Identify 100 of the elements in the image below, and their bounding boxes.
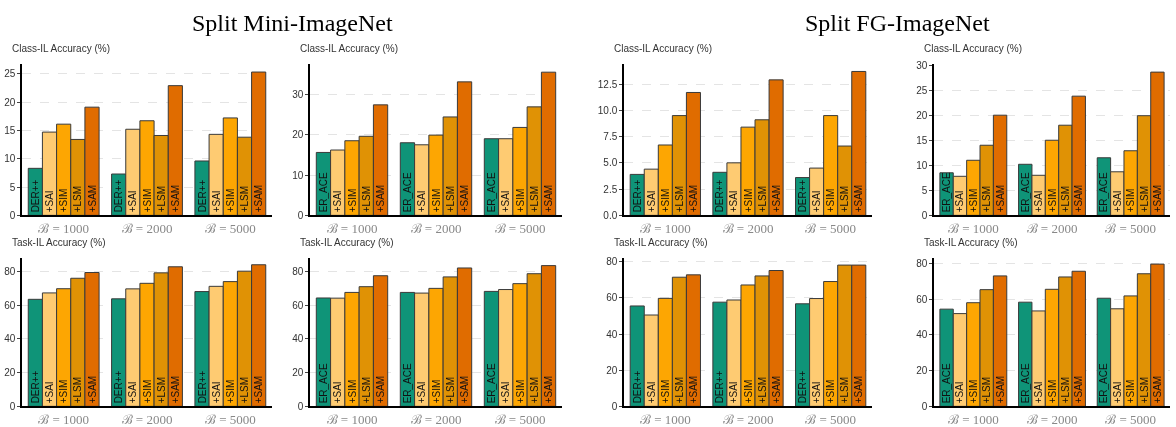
text: +SAM bbox=[459, 184, 471, 213]
series-label: +SAI bbox=[332, 381, 344, 404]
series-label: ER_ACE bbox=[941, 172, 953, 213]
series-label: DER++ bbox=[631, 179, 643, 213]
y-axis-title: Class-IL Accuracy (%) bbox=[924, 43, 1022, 54]
text: +SAI bbox=[500, 381, 512, 404]
text: +SAI bbox=[500, 190, 512, 213]
text: +SAM bbox=[687, 375, 699, 404]
y-tick-label: 20 bbox=[292, 129, 304, 141]
text: +LSM bbox=[981, 376, 993, 404]
y-tick-label: 60 bbox=[606, 292, 618, 304]
text: +SAI bbox=[954, 190, 966, 213]
text: +SAM bbox=[1073, 184, 1085, 213]
x-tick-label: ℬ = 2000 bbox=[410, 411, 462, 427]
series-label: +SAM bbox=[375, 184, 387, 213]
x-tick-label: ℬ = 1000 bbox=[38, 411, 90, 427]
series-label: +SAI bbox=[210, 190, 222, 213]
text: +SAI bbox=[416, 381, 428, 404]
text: +SIM bbox=[141, 379, 153, 404]
series-label: +LSM bbox=[673, 376, 685, 404]
series-label: DER++ bbox=[29, 370, 41, 404]
text: ER_ACE bbox=[1098, 172, 1110, 213]
y-axis-title: Task-IL Accuracy (%) bbox=[924, 237, 1018, 248]
text: +SAI bbox=[416, 190, 428, 213]
series-label: +LSM bbox=[155, 376, 167, 404]
y-tick-label: 2.5 bbox=[603, 183, 618, 195]
series-label: +SIM bbox=[224, 379, 236, 404]
x-tick-label: ℬ = 2000 bbox=[410, 220, 462, 236]
series-label: +SAI bbox=[210, 381, 222, 404]
y-tick-label: 40 bbox=[292, 333, 304, 345]
series-label: +LSM bbox=[360, 185, 372, 213]
y-tick-label: 0 bbox=[921, 400, 928, 412]
text: DER++ bbox=[714, 179, 726, 213]
y-tick-label: 5.0 bbox=[603, 157, 618, 169]
x-tick-label: ℬ = 1000 bbox=[639, 411, 691, 427]
series-label: +LSM bbox=[1059, 376, 1071, 404]
y-axis-title: Task-IL Accuracy (%) bbox=[614, 237, 708, 248]
y-axis-title: Class-IL Accuracy (%) bbox=[614, 43, 712, 54]
text: +SIM bbox=[742, 379, 754, 404]
text: +SIM bbox=[58, 379, 70, 404]
x-tick-label: ℬ = 5000 bbox=[494, 411, 546, 427]
x-tick-label: ℬ = 5000 bbox=[204, 411, 256, 427]
series-label: +SAM bbox=[770, 184, 782, 213]
text: +SIM bbox=[514, 188, 526, 213]
y-tick-label: 0 bbox=[297, 209, 304, 221]
y-tick-label: 0 bbox=[9, 400, 16, 412]
y-tick-label: 30 bbox=[916, 59, 928, 71]
text: ER_ACE bbox=[485, 363, 497, 404]
y-tick-label: 0 bbox=[611, 400, 618, 412]
series-label: +LSM bbox=[155, 185, 167, 213]
series-label: +SIM bbox=[1125, 188, 1137, 213]
text: +LSM bbox=[756, 376, 768, 404]
y-axis-title: Class-IL Accuracy (%) bbox=[12, 43, 110, 54]
text: +SAI bbox=[1111, 190, 1123, 213]
series-label: +SAI bbox=[728, 190, 740, 213]
text: DER++ bbox=[196, 179, 208, 213]
series-label: +SAM bbox=[169, 375, 181, 404]
y-tick-label: 0 bbox=[921, 209, 928, 221]
y-tick-label: 40 bbox=[606, 328, 618, 340]
text: +SAM bbox=[253, 375, 265, 404]
x-tick-label: ℬ = 2000 bbox=[121, 220, 173, 236]
text: +SAI bbox=[645, 381, 657, 404]
series-label: +SAM bbox=[770, 375, 782, 404]
y-tick-label: 10 bbox=[4, 153, 16, 165]
y-tick-label: 0.0 bbox=[603, 209, 618, 221]
text: +SIM bbox=[1046, 379, 1058, 404]
text: +LSM bbox=[239, 185, 250, 213]
text: +SAI bbox=[954, 381, 966, 404]
y-tick-label: 5 bbox=[9, 181, 16, 193]
x-tick-label: ℬ = 2000 bbox=[722, 220, 774, 236]
x-tick-label: ℬ = 1000 bbox=[639, 220, 691, 236]
y-tick-label: 10 bbox=[292, 169, 304, 181]
text: +SIM bbox=[967, 379, 979, 404]
series-label: ER_ACE bbox=[317, 172, 329, 213]
y-tick-label: 80 bbox=[606, 256, 618, 268]
series-label: DER++ bbox=[29, 179, 41, 213]
text: +SIM bbox=[58, 188, 70, 213]
text: ER_ACE bbox=[485, 172, 497, 213]
text: +SAM bbox=[853, 184, 865, 213]
y-tick-label: 0 bbox=[297, 400, 304, 412]
text: +SIM bbox=[742, 188, 754, 213]
y-axis-title: Task-IL Accuracy (%) bbox=[300, 237, 394, 248]
text: +LSM bbox=[72, 185, 84, 213]
x-tick-label: ℬ = 2000 bbox=[1026, 411, 1078, 427]
text: +LSM bbox=[756, 185, 768, 213]
text: +SAM bbox=[1073, 375, 1085, 404]
y-tick-label: 80 bbox=[292, 266, 304, 278]
text: +SAM bbox=[86, 184, 98, 213]
text: +LSM bbox=[444, 376, 456, 404]
y-axis-title: Class-IL Accuracy (%) bbox=[300, 43, 398, 54]
text: +SAM bbox=[687, 184, 699, 213]
text: DER++ bbox=[113, 179, 125, 213]
text: +SIM bbox=[1046, 188, 1058, 213]
series-label: +SAM bbox=[1151, 375, 1163, 404]
text: +LSM bbox=[528, 376, 540, 404]
y-tick-label: 80 bbox=[4, 266, 16, 278]
text: +SAI bbox=[811, 190, 823, 213]
y-tick-label: 40 bbox=[916, 329, 928, 341]
series-label: +SIM bbox=[659, 379, 671, 404]
series-label: +SIM bbox=[1125, 379, 1137, 404]
